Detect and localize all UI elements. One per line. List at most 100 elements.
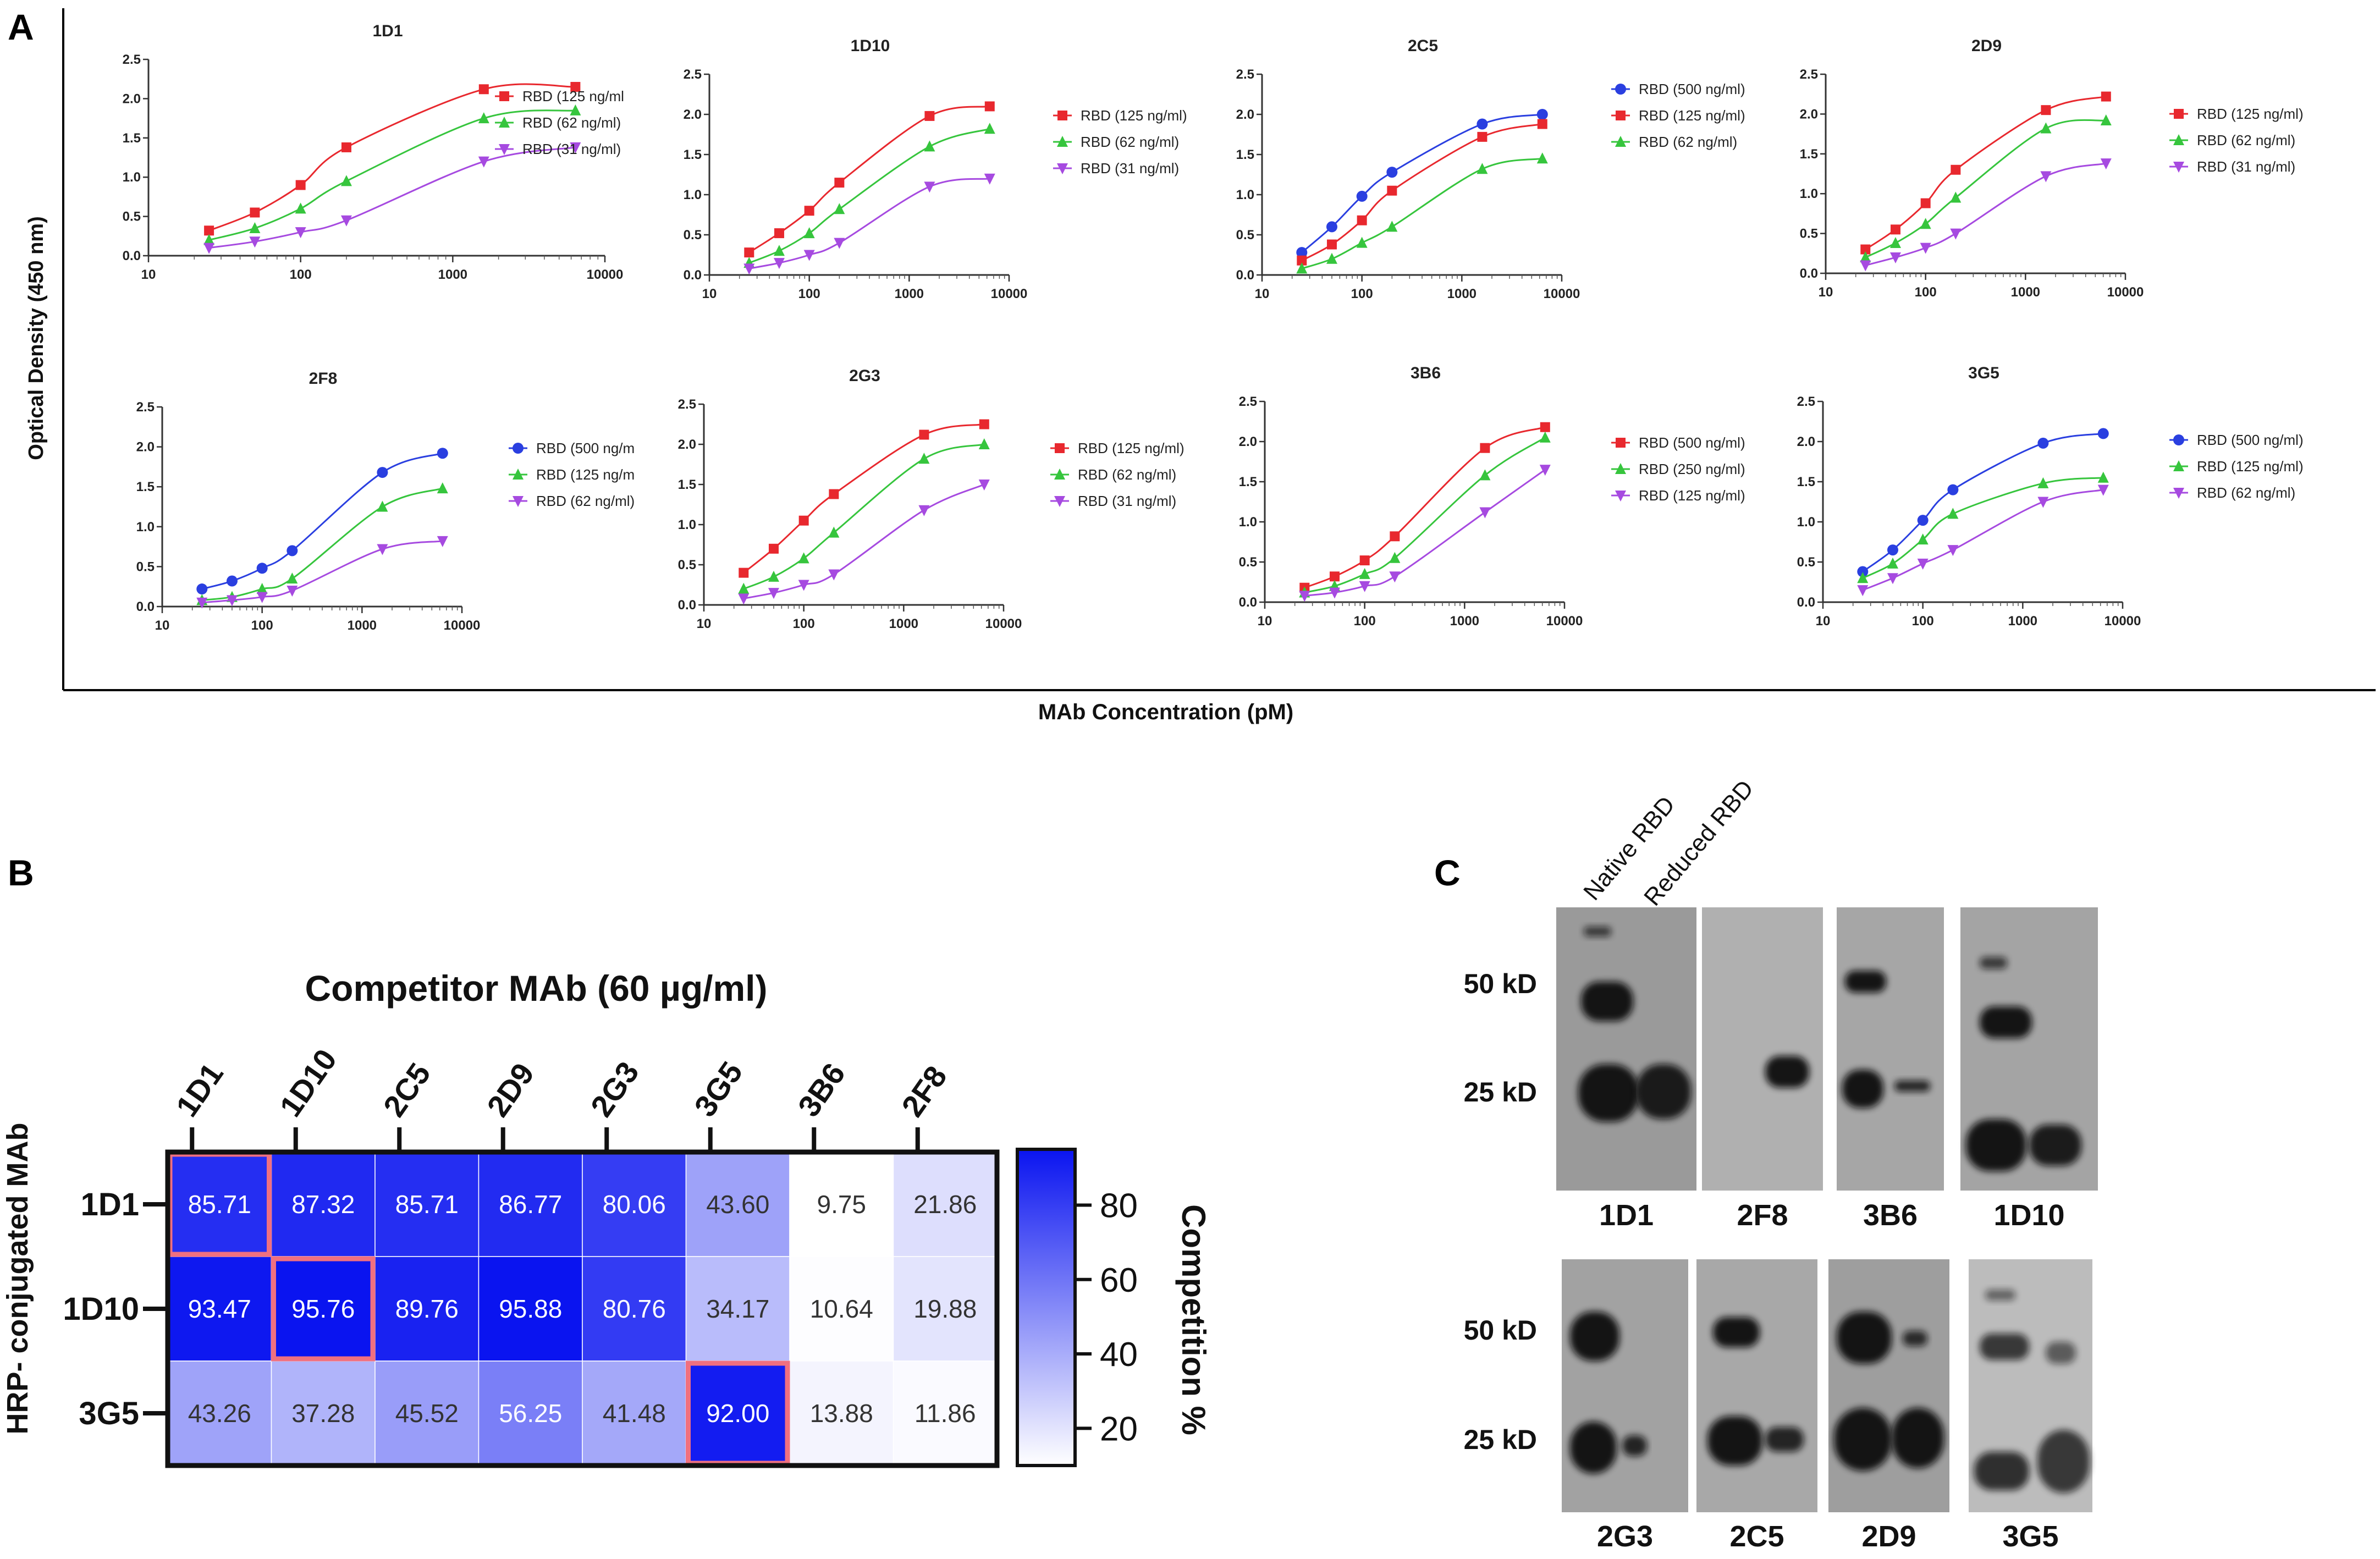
blot-membrane xyxy=(1828,1259,1949,1512)
heatmap-cell-label: 89.76 xyxy=(395,1294,459,1323)
data-point xyxy=(1356,190,1368,202)
legend-marker xyxy=(1057,111,1067,120)
data-point xyxy=(768,588,779,599)
legend-label: RBD (31 ng/ml) xyxy=(522,141,621,157)
legend-marker xyxy=(1615,136,1626,147)
data-point xyxy=(2040,171,2052,183)
data-point xyxy=(924,111,935,121)
blot-1d1: 1D1 xyxy=(1556,907,1696,1232)
legend-marker xyxy=(1615,84,1626,95)
legend-marker xyxy=(1616,111,1626,120)
x-tick-label: 100 xyxy=(1354,614,1376,629)
x-tick-label: 1000 xyxy=(438,267,467,282)
heatmap-cell xyxy=(892,1152,998,1257)
heatmap-cell xyxy=(167,1360,272,1466)
protein-band xyxy=(1966,1119,2026,1171)
data-point xyxy=(1857,566,1869,577)
data-point xyxy=(2037,437,2049,449)
legend-marker xyxy=(1054,469,1065,480)
data-point xyxy=(739,568,749,578)
data-point xyxy=(2041,105,2051,115)
x-tick-label: 100 xyxy=(1912,614,1934,629)
protein-band xyxy=(1707,1416,1762,1466)
data-point xyxy=(478,112,489,124)
y-tick-label: 0.0 xyxy=(1236,268,1254,283)
data-point xyxy=(1536,152,1548,164)
y-tick-label: 2.5 xyxy=(1797,394,1815,409)
data-point xyxy=(1539,431,1551,443)
y-tick-label: 1.5 xyxy=(136,480,155,494)
y-tick-label: 0.0 xyxy=(678,598,696,613)
heatmap-cell-label: 9.75 xyxy=(817,1190,866,1219)
heatmap-cell-label: 13.88 xyxy=(810,1399,873,1428)
data-point xyxy=(829,489,839,499)
x-tick-label: 10 xyxy=(1258,614,1272,629)
data-point xyxy=(1539,465,1551,476)
protein-band xyxy=(2029,1125,2081,1166)
x-tick-label: 10000 xyxy=(1546,614,1583,629)
legend-marker xyxy=(499,91,509,101)
chart-title: 2G3 xyxy=(849,367,880,385)
x-tick-label: 1000 xyxy=(889,616,918,631)
heatmap-cell xyxy=(374,1256,480,1362)
dose-chart-2g3: 0.0 0.5 1.0 1.5 2.0 2.5 10 100 1000 10000 2G3 RBD (… xyxy=(678,367,1185,631)
data-point xyxy=(1920,218,1931,229)
x-tick-label: 10 xyxy=(1255,287,1270,301)
protein-band xyxy=(1892,1408,1944,1468)
colorbar-tick-label: 20 xyxy=(1100,1410,1138,1448)
data-point xyxy=(295,202,306,214)
panel-c-letter: C xyxy=(1434,852,1461,893)
data-point xyxy=(2097,471,2109,483)
data-point xyxy=(249,236,261,248)
y-tick-label: 2.0 xyxy=(1797,434,1815,449)
x-tick-label: 10000 xyxy=(2107,285,2144,300)
data-point xyxy=(1480,443,1490,453)
blot-3g5: 3G5 xyxy=(1969,1259,2092,1553)
panel-a-ylabel: Optical Density (450 nm) xyxy=(25,216,48,460)
y-tick-label: 0.5 xyxy=(678,558,696,572)
legend-marker xyxy=(2173,434,2184,445)
data-point xyxy=(340,175,352,186)
legend-label: RBD (62 ng/ml) xyxy=(1081,134,1179,150)
data-point xyxy=(738,593,750,605)
heatmap-row-label: 3G5 xyxy=(79,1396,139,1431)
y-tick-label: 1.0 xyxy=(678,517,696,532)
legend-marker xyxy=(2174,109,2184,119)
y-tick-label: 1.0 xyxy=(684,188,702,202)
x-tick-label: 10000 xyxy=(1544,287,1580,301)
y-tick-label: 0.5 xyxy=(1239,555,1257,570)
heatmap-cell-label: 93.47 xyxy=(188,1294,251,1323)
data-point xyxy=(1887,573,1898,585)
blot-membrane xyxy=(1556,907,1696,1191)
blot-label: 2G3 xyxy=(1597,1520,1653,1553)
heatmap-cell-label: 34.17 xyxy=(706,1294,769,1323)
data-point xyxy=(1359,568,1370,579)
y-tick-label: 1.0 xyxy=(136,520,155,535)
chart-title: 2C5 xyxy=(1408,37,1438,55)
y-tick-label: 1.5 xyxy=(1797,475,1815,489)
data-point xyxy=(478,156,489,168)
legend-marker xyxy=(2173,134,2184,145)
data-point xyxy=(1389,571,1401,583)
y-tick-label: 1.5 xyxy=(1800,147,1818,162)
data-point xyxy=(768,543,779,554)
heatmap-cell-label: 95.88 xyxy=(499,1294,562,1323)
y-tick-label: 2.0 xyxy=(136,440,155,455)
protein-band xyxy=(1765,1427,1804,1452)
data-point xyxy=(196,583,208,595)
legend-marker xyxy=(1054,496,1065,507)
chart-title: 2D9 xyxy=(1971,37,2002,55)
x-tick-label: 100 xyxy=(290,267,312,282)
legend-label: RBD (125 ng/ml) xyxy=(1081,107,1187,124)
data-point xyxy=(437,482,448,494)
heatmap-cell xyxy=(478,1152,583,1257)
y-tick-label: 2.5 xyxy=(678,397,696,412)
protein-band xyxy=(1578,1064,1639,1122)
data-point xyxy=(2037,497,2049,508)
mw-label-50-bottom: 50 kD xyxy=(1464,1315,1537,1346)
data-point xyxy=(1950,228,1962,240)
protein-band xyxy=(1570,1422,1617,1474)
blot-membrane xyxy=(1696,1259,1817,1512)
data-point xyxy=(1860,251,1871,263)
protein-band xyxy=(1837,1312,1892,1364)
